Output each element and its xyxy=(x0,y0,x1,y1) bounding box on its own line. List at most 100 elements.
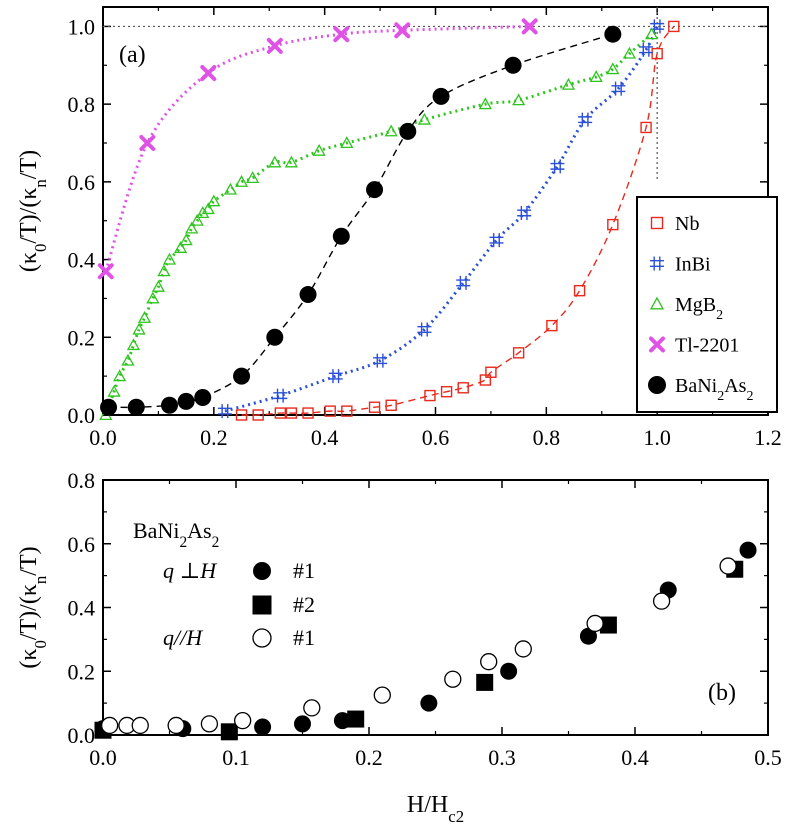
data-point xyxy=(177,392,195,410)
data-point xyxy=(417,112,432,125)
data-point xyxy=(650,19,665,34)
x-tick-label: 1.2 xyxy=(754,425,782,450)
data-point xyxy=(252,409,264,421)
y-tick-label: 0.8 xyxy=(68,468,96,493)
series-q//H #1 xyxy=(101,557,737,735)
data-point xyxy=(512,93,526,106)
data-point xyxy=(373,686,391,704)
data-point xyxy=(332,227,350,245)
legend-marker xyxy=(252,628,272,648)
data-point xyxy=(485,366,497,378)
data-point xyxy=(217,404,232,419)
data-point xyxy=(201,202,215,215)
data-point xyxy=(101,716,119,735)
data-point xyxy=(573,284,586,297)
legend-marker xyxy=(252,595,272,615)
data-point xyxy=(521,18,538,35)
data-point xyxy=(368,401,381,413)
data-point xyxy=(384,124,398,137)
data-point xyxy=(113,369,127,382)
data-point xyxy=(444,670,462,688)
data-point xyxy=(303,699,321,717)
legend-label: BaNi2As2 xyxy=(675,375,753,404)
data-point xyxy=(167,716,185,735)
legend-label: Nb xyxy=(675,213,699,235)
x-axis-label: H/Hc2 xyxy=(407,792,464,826)
data-point xyxy=(489,233,504,248)
data-point xyxy=(273,388,288,403)
data-point xyxy=(126,338,141,351)
data-point xyxy=(185,221,199,234)
x-tick-label: 0.3 xyxy=(488,745,516,770)
data-point xyxy=(196,206,210,218)
data-point xyxy=(246,171,260,184)
y-tick-label: 0.0 xyxy=(68,403,96,428)
data-point xyxy=(476,673,494,691)
data-point xyxy=(668,20,680,33)
data-point xyxy=(146,291,160,304)
x-tick-label: 0.0 xyxy=(89,425,117,450)
data-point xyxy=(604,25,622,43)
data-point xyxy=(739,541,757,559)
data-point xyxy=(607,218,619,231)
data-point xyxy=(366,181,384,199)
legend: Nb InBi MgB2 Tl-2201 BaNi2As2 xyxy=(636,196,778,413)
data-point xyxy=(645,27,659,40)
data-point xyxy=(137,311,152,323)
data-point xyxy=(220,723,238,741)
series-InBi xyxy=(217,19,665,419)
data-point xyxy=(719,557,737,575)
data-point xyxy=(173,241,188,253)
data-point xyxy=(652,592,671,610)
data-point xyxy=(456,275,471,290)
panel-b: 0.0 0.1 0.2 0.3 0.4 0.5 0.0 0.2 0.4 0.6 0.8 (b) BaNi… xyxy=(16,468,782,826)
x-tick-label: 0.1 xyxy=(222,745,250,770)
y-tick-label: 0.4 xyxy=(68,248,96,273)
series-line xyxy=(241,26,675,416)
legend-marker xyxy=(648,376,666,394)
x-tick-label: 1.0 xyxy=(643,425,671,450)
data-point xyxy=(579,627,597,645)
data-point xyxy=(328,369,343,384)
data-point xyxy=(333,26,350,43)
data-point xyxy=(478,97,492,110)
data-point xyxy=(223,182,238,195)
data-point xyxy=(432,87,450,105)
data-point xyxy=(420,694,438,712)
series-line xyxy=(108,33,614,409)
data-point xyxy=(394,22,411,39)
panel-a: 0.0 0.2 0.4 0.6 0.8 1.0 1.2 0.0 0.2 0.4 0.6 0.8 1.0 (… xyxy=(16,6,782,450)
y-tick-label: 0.2 xyxy=(68,325,96,350)
data-point xyxy=(233,712,252,730)
series-line xyxy=(224,25,659,413)
legend-label: InBi xyxy=(675,254,711,276)
legend-orientation: q//H xyxy=(163,625,203,650)
y-tick-label: 0.4 xyxy=(68,596,96,621)
data-point xyxy=(324,405,336,417)
data-point xyxy=(341,405,353,417)
data-point xyxy=(266,328,284,346)
series-q⊥H #2 xyxy=(94,560,744,741)
legend-marker xyxy=(650,216,664,230)
data-point xyxy=(347,710,365,728)
data-point xyxy=(333,712,351,730)
data-point xyxy=(385,399,397,411)
y-tick-label: 1.0 xyxy=(68,14,96,39)
annotation-title: BaNi2As2 xyxy=(133,518,219,551)
legend-sample: #1 xyxy=(293,558,315,583)
x-tick-label: 0.2 xyxy=(200,425,228,450)
data-point xyxy=(546,319,558,332)
data-point xyxy=(234,175,249,187)
x-tick-label: 0.8 xyxy=(533,425,561,450)
y-tick-label: 0.0 xyxy=(68,723,96,748)
panel-label-b: (b) xyxy=(708,680,736,706)
data-point xyxy=(512,347,525,359)
data-point xyxy=(131,716,149,735)
y-tick-label: 0.8 xyxy=(68,92,96,117)
legend-label: Tl-2201 xyxy=(675,335,739,357)
y-tick-label: 0.2 xyxy=(68,659,96,684)
data-point xyxy=(162,252,177,265)
data-point xyxy=(550,159,565,174)
data-point xyxy=(504,56,522,74)
data-point xyxy=(312,143,326,156)
